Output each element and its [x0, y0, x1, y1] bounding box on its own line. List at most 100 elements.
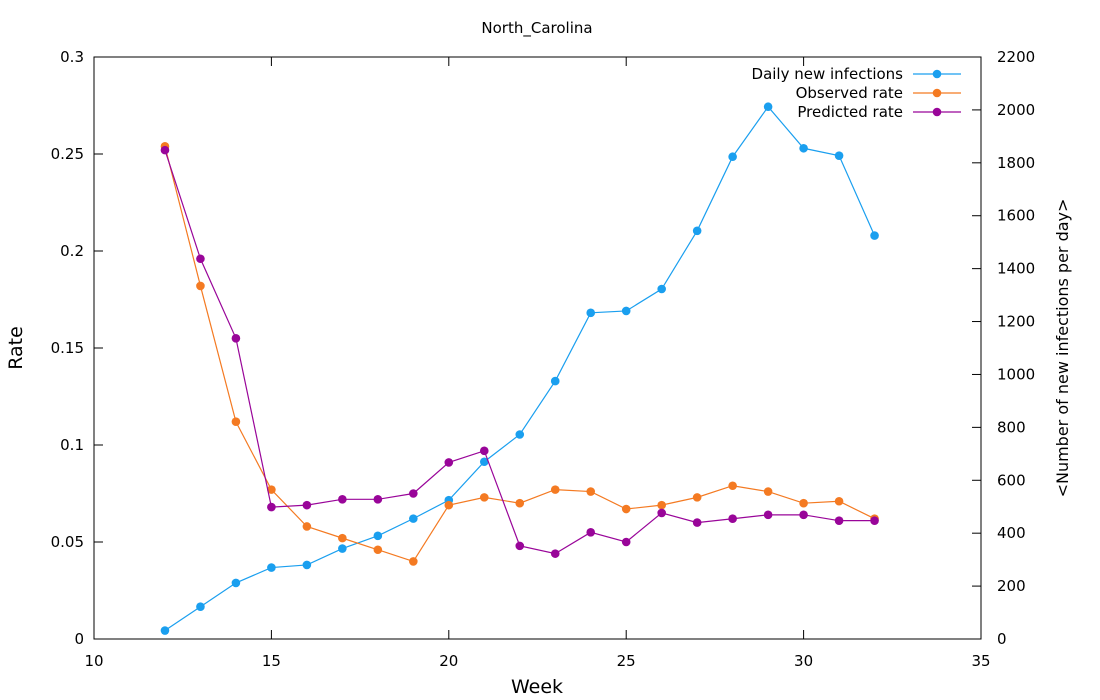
legend-marker-daily-new-infections	[932, 69, 942, 79]
data-point-observed-rate	[479, 493, 489, 502]
x-tick-label: 25	[617, 652, 636, 670]
data-point-predicted-rate	[799, 510, 808, 520]
y2-tick-label: 1200	[997, 313, 1035, 331]
data-point-predicted-rate	[763, 510, 773, 520]
y2-tick-label: 1800	[997, 154, 1035, 172]
y-tick-label: 0.05	[51, 533, 84, 551]
y-tick-label: 0	[74, 630, 84, 648]
data-point-predicted-rate	[550, 549, 560, 558]
series-predicted-rate	[160, 145, 879, 558]
y2-tick-label: 1000	[997, 365, 1035, 383]
data-point-predicted-rate	[870, 516, 879, 525]
series-line-daily-new-infections	[164, 105, 876, 632]
data-point-daily-new-infections	[799, 143, 808, 153]
data-point-predicted-rate	[267, 502, 276, 512]
y2-tick-label: 200	[997, 577, 1026, 595]
legend-label-predicted-rate: Predicted rate	[797, 103, 903, 121]
y-tick-label: 0.2	[60, 242, 84, 260]
data-point-observed-rate	[834, 496, 844, 506]
data-point-observed-rate	[338, 533, 347, 543]
data-point-predicted-rate	[444, 458, 454, 467]
data-point-predicted-rate	[338, 495, 347, 504]
legend-marker-observed-rate	[932, 88, 942, 98]
data-point-predicted-rate	[479, 446, 489, 456]
x-tick-label: 15	[262, 652, 281, 670]
data-point-predicted-rate	[692, 518, 702, 527]
data-point-predicted-rate	[409, 489, 418, 498]
legend-marker-predicted-rate	[932, 107, 942, 117]
y-tick-label: 0.25	[51, 145, 84, 163]
data-point-daily-new-infections	[231, 578, 241, 588]
y-tick-label: 0.1	[60, 436, 84, 454]
x-tick-label: 35	[971, 652, 990, 670]
series-observed-rate	[160, 141, 879, 566]
data-point-daily-new-infections	[870, 231, 879, 240]
data-point-predicted-rate	[196, 254, 205, 264]
data-point-observed-rate	[409, 557, 418, 566]
plot-frame	[93, 56, 982, 640]
data-point-daily-new-infections	[586, 308, 596, 318]
legend-label-observed-rate: Observed rate	[796, 84, 903, 102]
data-point-daily-new-infections	[728, 152, 737, 162]
x-tick-label: 30	[794, 652, 813, 670]
data-point-observed-rate	[196, 281, 205, 291]
y-axis-title: Rate	[5, 326, 27, 370]
data-point-predicted-rate	[586, 528, 596, 537]
y2-axis-title: <Number of new infections per day>	[1053, 199, 1072, 498]
data-point-daily-new-infections	[302, 560, 312, 570]
data-point-daily-new-infections	[550, 376, 560, 386]
axis-tick-labels: 10 15 20 25 30 35 0 0.05 0.1 0.15 0.2 0.25 0.3 0 200 40…	[51, 48, 1036, 670]
data-point-predicted-rate	[834, 516, 844, 525]
x-tick-label: 10	[84, 652, 103, 670]
y2-tick-label: 1600	[997, 207, 1035, 225]
axis-ticks	[93, 56, 982, 640]
data-point-daily-new-infections	[267, 563, 276, 572]
data-point-observed-rate	[231, 417, 241, 427]
data-point-daily-new-infections	[479, 457, 489, 467]
data-point-daily-new-infections	[338, 544, 347, 553]
data-point-observed-rate	[763, 487, 773, 496]
data-point-daily-new-infections	[373, 531, 383, 541]
data-point-observed-rate	[444, 500, 454, 510]
series-layer	[160, 102, 879, 635]
data-point-observed-rate	[267, 485, 276, 494]
y2-tick-label: 1400	[997, 260, 1035, 278]
data-point-daily-new-infections	[834, 151, 844, 160]
data-point-predicted-rate	[231, 334, 241, 343]
data-point-observed-rate	[550, 485, 560, 494]
legend-label-daily-new-infections: Daily new infections	[752, 65, 904, 83]
data-point-daily-new-infections	[763, 102, 773, 112]
data-point-observed-rate	[373, 545, 383, 555]
data-point-observed-rate	[692, 493, 702, 502]
data-point-predicted-rate	[621, 537, 631, 547]
x-tick-label: 20	[439, 652, 458, 670]
data-point-predicted-rate	[302, 500, 312, 510]
data-point-predicted-rate	[728, 514, 737, 524]
y2-tick-label: 0	[997, 630, 1007, 648]
series-daily-new-infections	[160, 102, 879, 635]
y2-tick-label: 600	[997, 471, 1026, 489]
data-point-daily-new-infections	[160, 626, 170, 635]
x-axis-title: Week	[511, 676, 563, 698]
data-point-daily-new-infections	[692, 226, 702, 236]
data-point-daily-new-infections	[657, 284, 666, 294]
data-point-predicted-rate	[657, 508, 666, 518]
y2-tick-label: 400	[997, 524, 1026, 542]
data-point-observed-rate	[621, 504, 631, 514]
y-tick-label: 0.3	[60, 48, 84, 66]
data-point-daily-new-infections	[196, 602, 205, 612]
data-point-observed-rate	[728, 481, 737, 491]
y2-tick-label: 800	[997, 418, 1026, 436]
data-point-predicted-rate	[373, 495, 383, 504]
data-point-daily-new-infections	[621, 306, 631, 316]
y2-tick-label: 2000	[997, 101, 1035, 119]
data-point-observed-rate	[586, 487, 596, 496]
data-point-observed-rate	[515, 498, 525, 508]
y2-tick-label: 2200	[997, 48, 1035, 66]
y-tick-label: 0.15	[51, 339, 84, 357]
data-point-daily-new-infections	[409, 514, 418, 523]
data-point-observed-rate	[657, 500, 666, 510]
data-point-predicted-rate	[515, 541, 525, 551]
